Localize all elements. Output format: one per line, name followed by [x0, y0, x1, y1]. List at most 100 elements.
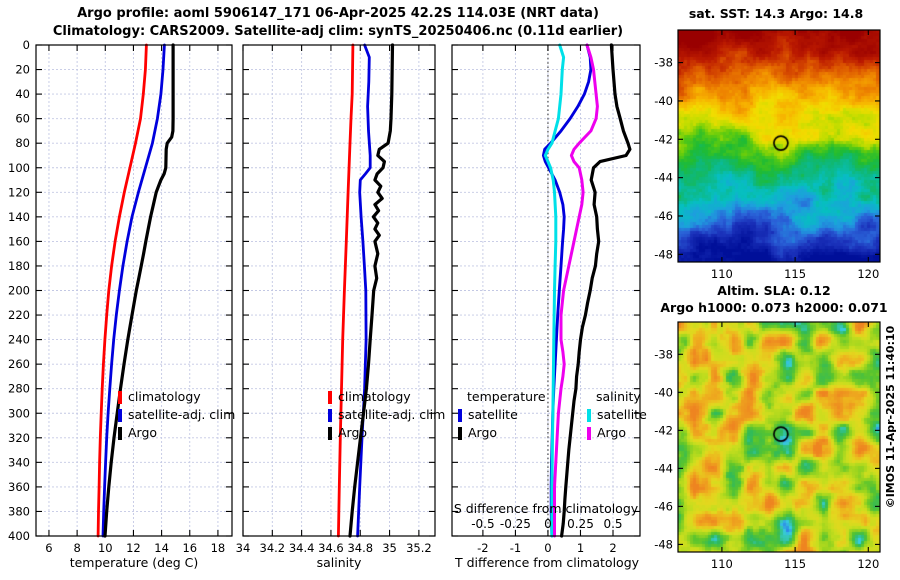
- profile-line-satellite-s-difference: [543, 43, 566, 538]
- profile-line-satellite-adj-clim: [101, 43, 166, 538]
- x-tick-label: 1: [577, 541, 584, 555]
- x-tick-label: 12: [126, 541, 141, 555]
- legend-label: climatology: [338, 389, 411, 404]
- x-tick-label: 6: [45, 541, 52, 555]
- map-lat-label: -42: [654, 132, 673, 146]
- legend-item-satellite-adj-clim: satellite-adj. clim: [328, 406, 445, 424]
- sst-map-title: sat. SST: 14.3 Argo: 14.8: [688, 6, 864, 21]
- diff-temperature-legend-header: temperature: [467, 389, 546, 404]
- satellite-clim-swatch-icon: [118, 408, 122, 422]
- legend-item-satellite-adj-clim: satellite-adj. clim: [118, 406, 235, 424]
- salinity-panel-legend: climatology satellite-adj. clim Argo: [328, 388, 445, 442]
- depth-tick-label: 220: [8, 308, 30, 322]
- legend-item-argo-s: Argo: [587, 424, 647, 442]
- satellite-s-swatch-icon: [587, 408, 591, 422]
- legend-label: satellite: [468, 407, 518, 422]
- temperature-panel-legend: climatology satellite-adj. clim Argo: [118, 388, 235, 442]
- panel-frame: [35, 44, 233, 537]
- depth-tick-label: 400: [8, 529, 30, 543]
- panel-frame: [451, 44, 641, 537]
- legend-label: Argo: [468, 425, 498, 440]
- map-lon-label: 115: [784, 267, 806, 281]
- depth-tick-label: 260: [8, 357, 30, 371]
- profile-line-argo: [103, 43, 175, 538]
- legend-label: climatology: [128, 389, 201, 404]
- x-tick-label: 0: [544, 541, 551, 555]
- depth-tick-label: 300: [8, 406, 30, 420]
- s-axis-tick-label: 0: [544, 517, 552, 531]
- depth-tick-label: 120: [8, 185, 30, 199]
- argo-swatch-icon: [118, 426, 122, 440]
- legend-label: satellite: [597, 407, 647, 422]
- page-subtitle: Climatology: CARS2009. Satellite-adj cli…: [52, 24, 624, 39]
- map-lat-label: -46: [654, 499, 673, 513]
- depth-tick-label: 80: [15, 136, 30, 150]
- depth-tick-label: 280: [8, 382, 30, 396]
- profile-line-climatology: [336, 43, 355, 538]
- x-tick-label: 2: [609, 541, 616, 555]
- diff-salinity-legend-header: salinity: [596, 389, 641, 404]
- profile-line-argo-s-difference: [553, 43, 599, 538]
- map-lat-label: -40: [654, 94, 673, 108]
- depth-tick-label: 160: [8, 234, 30, 248]
- climatology-swatch-icon: [328, 390, 332, 404]
- x-tick-label: 34.8: [347, 541, 373, 555]
- map-lon-label: 110: [711, 267, 733, 281]
- legend-item-argo: Argo: [118, 424, 235, 442]
- map-lon-label: 115: [784, 557, 806, 571]
- depth-tick-label: 40: [15, 87, 30, 101]
- x-tick-label: 34.4: [289, 541, 315, 555]
- s-axis-tick-label: 0.5: [603, 517, 622, 531]
- sst-map-image: [678, 30, 880, 262]
- legend-item-climatology: climatology: [118, 388, 235, 406]
- salinity-axis-label: salinity: [316, 555, 362, 570]
- map-lon-label: 120: [857, 557, 879, 571]
- map-lat-label: -42: [654, 423, 673, 437]
- x-tick-label: 8: [73, 541, 80, 555]
- x-tick-label: 35: [382, 541, 397, 555]
- sla-map-subtitle: Argo h1000: 0.073 h2000: 0.071: [660, 300, 888, 315]
- t-difference-axis-label: T difference from climatology: [454, 555, 640, 570]
- profile-line-argo-t-difference: [559, 43, 632, 538]
- x-tick-label: -2: [477, 541, 488, 555]
- x-tick-label: 34: [236, 541, 251, 555]
- profile-line-argo: [348, 43, 395, 538]
- x-tick-label: 18: [211, 541, 226, 555]
- x-tick-label: -1: [510, 541, 521, 555]
- sla-map-image: [678, 322, 880, 552]
- satellite-clim-swatch-icon: [328, 408, 332, 422]
- x-tick-label: 10: [98, 541, 113, 555]
- depth-tick-label: 200: [8, 284, 30, 298]
- depth-tick-label: 380: [8, 504, 30, 518]
- argo-swatch-icon: [328, 426, 332, 440]
- legend-item-satellite-t: satellite: [458, 406, 546, 424]
- x-tick-label: 14: [154, 541, 169, 555]
- map-lat-label: -46: [654, 209, 673, 223]
- legend-item-climatology: climatology: [328, 388, 445, 406]
- s-axis-tick-label: -0.5: [471, 517, 494, 531]
- legend-label: Argo: [128, 425, 158, 440]
- map-lat-label: -44: [654, 171, 673, 185]
- sla-map-title: Altim. SLA: 0.12: [717, 283, 831, 298]
- map-lat-label: -44: [654, 461, 673, 475]
- depth-tick-label: 0: [23, 38, 30, 52]
- legend-label: Argo: [338, 425, 368, 440]
- s-axis-tick-label: 0.25: [567, 517, 594, 531]
- depth-tick-label: 100: [8, 161, 30, 175]
- x-tick-label: 35.2: [406, 541, 432, 555]
- map-lat-label: -38: [654, 347, 673, 361]
- legend-item-satellite-s: satellite: [587, 406, 647, 424]
- depth-tick-label: 180: [8, 259, 30, 273]
- depth-tick-label: 140: [8, 210, 30, 224]
- map-lon-label: 110: [711, 557, 733, 571]
- x-tick-label: 34.6: [318, 541, 344, 555]
- profile-line-satellite-t-difference: [541, 43, 593, 538]
- legend-item-argo: Argo: [328, 424, 445, 442]
- s-axis-tick-label: -0.25: [500, 517, 531, 531]
- temperature-axis-label: temperature (deg C): [69, 555, 199, 570]
- depth-tick-label: 320: [8, 431, 30, 445]
- x-tick-label: 16: [182, 541, 197, 555]
- legend-label: Argo: [597, 425, 627, 440]
- legend-item-argo-t: Argo: [458, 424, 546, 442]
